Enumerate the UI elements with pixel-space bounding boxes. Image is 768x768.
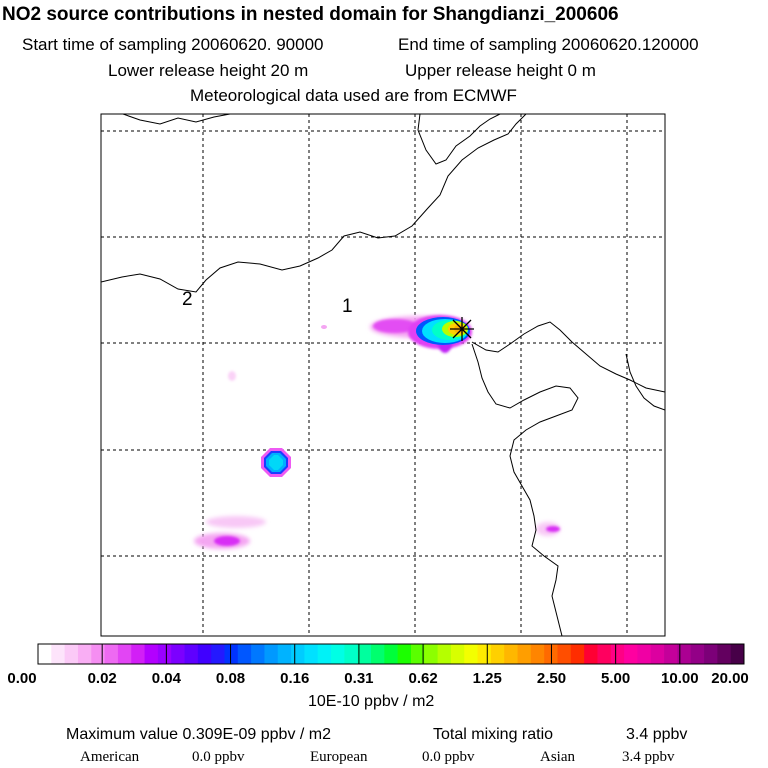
colorbar-cell <box>371 644 385 664</box>
colorbar-cell <box>557 644 572 664</box>
colorbar-frame <box>37 643 745 665</box>
colorbar-cell <box>437 644 452 664</box>
southwest-plume <box>194 325 327 549</box>
colorbar-cell <box>304 644 319 664</box>
colorbar-cell <box>530 644 545 664</box>
contour-label: 1 <box>342 296 353 317</box>
colorbar-tick-label: 10.00 <box>661 670 699 687</box>
colorbar-cell <box>331 644 345 664</box>
colorbar-cell <box>584 644 598 664</box>
end-time-text: End time of sampling 20060620.120000 <box>398 35 699 54</box>
maximum-value-text: Maximum value 0.309E-09 ppbv / m2 <box>66 726 332 743</box>
colorbar-tick-label: 0.62 <box>408 670 438 687</box>
colorbar-cell <box>317 644 332 664</box>
lower-release-height-text: Lower release height 20 m <box>108 61 309 80</box>
colorbar-cell <box>184 644 199 664</box>
colorbar-tick-label: 0.31 <box>344 670 374 687</box>
colorbar-cell <box>104 644 119 664</box>
region-name-american: American <box>80 749 140 765</box>
map-frame <box>100 113 666 637</box>
colorbar-cell <box>477 644 492 664</box>
colorbar-cell <box>131 644 145 664</box>
colorbar <box>37 643 745 665</box>
colorbar-cell <box>357 644 372 664</box>
total-mixing-ratio-value: 3.4 ppbv <box>626 726 688 743</box>
colorbar-cell <box>157 644 172 664</box>
colorbar-tick-label: 0.02 <box>87 670 117 687</box>
colorbar-cell <box>704 644 718 664</box>
colorbar-cell <box>570 644 585 664</box>
met-data-text: Meteorological data used are from ECMWF <box>190 86 517 105</box>
colorbar-cell <box>38 644 52 664</box>
colorbar-cell <box>77 644 92 664</box>
colorbar-cell <box>344 644 359 664</box>
colorbar-tick-label: 0.04 <box>151 670 181 687</box>
colorbar-cell <box>517 644 532 664</box>
region-value-american: 0.0 ppbv <box>192 749 245 765</box>
colorbar-cell <box>291 644 305 664</box>
colorbar-tick-label: 2.50 <box>536 670 567 687</box>
colorbar-cell <box>504 644 518 664</box>
region-name-european: European <box>310 749 368 765</box>
colorbar-cell <box>91 644 105 664</box>
colorbar-cell <box>464 644 478 664</box>
colorbar-cell <box>637 644 652 664</box>
region-name-asian: Asian <box>540 749 575 765</box>
colorbar-tick-label: 1.25 <box>472 670 502 687</box>
colorbar-cell <box>397 644 412 664</box>
start-time-text: Start time of sampling 20060620. 90000 <box>22 35 324 54</box>
colorbar-cell <box>450 644 465 664</box>
colorbar-cell <box>264 644 279 664</box>
colorbar-tick-label: 0.16 <box>280 670 310 687</box>
colorbar-cell <box>211 644 225 664</box>
map-gridlines <box>101 114 665 636</box>
colorbar-cell <box>197 644 212 664</box>
colorbar-cell <box>144 644 159 664</box>
coastal-plume <box>536 522 560 536</box>
colorbar-cell <box>677 644 692 664</box>
colorbar-cell <box>171 644 185 664</box>
colorbar-cell <box>717 644 732 664</box>
colorbar-cell <box>597 644 612 664</box>
colorbar-cell <box>690 644 705 664</box>
upper-release-height-text: Upper release height 0 m <box>405 61 596 80</box>
colorbar-cell <box>664 644 678 664</box>
colorbar-cell <box>64 644 79 664</box>
colorbar-cell <box>237 644 252 664</box>
colorbar-cell <box>624 644 638 664</box>
contour-label: 2 <box>182 289 193 310</box>
colorbar-tick-label: 0.08 <box>215 670 246 687</box>
coastlines <box>101 114 665 636</box>
colorbar-cell <box>490 644 505 664</box>
plot-title: NO2 source contributions in nested domai… <box>2 4 619 25</box>
colorbar-cell <box>224 644 239 664</box>
colorbar-cell <box>730 644 745 664</box>
colorbar-cell <box>51 644 66 664</box>
colorbar-cell <box>117 644 132 664</box>
colorbar-tick-label: 20.00 <box>711 670 749 687</box>
units-label: 10E-10 ppbv / m2 <box>308 693 435 710</box>
colorbar-cell <box>424 644 439 664</box>
secondary-plume <box>261 448 291 477</box>
colorbar-cell <box>610 644 625 664</box>
colorbar-tick-label: 5.00 <box>601 670 631 687</box>
receptor-star-icon <box>450 317 474 341</box>
region-value-european: 0.0 ppbv <box>422 749 475 765</box>
region-value-asian: 3.4 ppbv <box>622 749 675 765</box>
total-mixing-ratio-label: Total mixing ratio <box>433 726 554 743</box>
colorbar-cell <box>384 644 399 664</box>
colorbar-cell <box>650 644 665 664</box>
colorbar-cell <box>277 644 292 664</box>
colorbar-tick-label: 0.00 <box>7 670 37 687</box>
colorbar-cell <box>410 644 425 664</box>
concentration-plumes <box>194 315 560 549</box>
colorbar-cell <box>251 644 265 664</box>
